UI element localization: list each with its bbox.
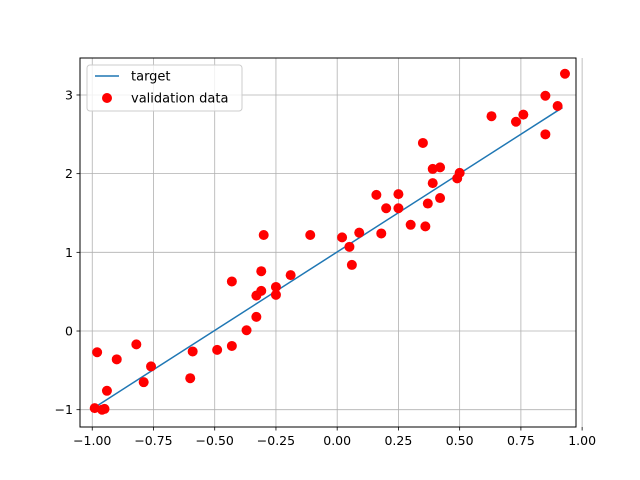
validation-point	[435, 162, 446, 173]
validation-point	[435, 193, 446, 204]
y-tick-label: 2	[65, 166, 73, 181]
validation-point	[422, 198, 433, 209]
validation-point	[131, 339, 142, 350]
x-tick-label: 0.75	[507, 433, 535, 448]
validation-point	[111, 354, 122, 365]
validation-point	[354, 227, 365, 238]
y-tick-label: 1	[65, 245, 73, 260]
validation-point	[454, 167, 465, 178]
validation-point	[212, 344, 223, 355]
validation-point	[552, 100, 563, 111]
validation-point	[241, 325, 252, 336]
x-tick-label: −0.50	[196, 433, 234, 448]
validation-point	[518, 109, 529, 120]
validation-point	[381, 203, 392, 214]
validation-point	[92, 347, 103, 358]
validation-point	[138, 377, 149, 388]
validation-point	[376, 228, 387, 239]
validation-point	[486, 111, 497, 122]
validation-point	[185, 373, 196, 384]
axis-ticks: −1.00 −0.75 −0.50 −0.25 0.00 0.25 0.50 0.75 1.00…	[55, 87, 597, 448]
validation-point	[427, 178, 438, 189]
validation-point	[285, 270, 296, 281]
legend-box	[86, 64, 243, 112]
legend-target-label: target	[131, 70, 171, 85]
y-tick-label: 0	[65, 324, 73, 339]
validation-point	[510, 116, 521, 127]
x-tick-label: 0.00	[323, 433, 351, 448]
validation-point	[258, 230, 269, 241]
validation-point	[99, 403, 110, 414]
validation-point	[226, 276, 237, 287]
x-tick-label: 1.00	[568, 433, 596, 448]
validation-point	[305, 230, 316, 241]
validation-point	[420, 221, 431, 232]
validation-point	[251, 311, 262, 322]
validation-point	[417, 137, 428, 148]
validation-point	[346, 259, 357, 270]
plot-frame	[79, 57, 577, 428]
validation-point	[405, 219, 416, 230]
validation-series	[89, 68, 570, 415]
target-series	[94, 106, 563, 408]
x-tick-label: −1.00	[73, 433, 111, 448]
target-line	[94, 106, 563, 408]
validation-point	[270, 281, 281, 292]
x-tick-label: 0.25	[384, 433, 412, 448]
x-tick-label: −0.75	[134, 433, 172, 448]
validation-point	[559, 68, 570, 79]
legend-validation-swatch	[102, 93, 112, 103]
validation-point	[256, 266, 267, 277]
validation-point	[270, 289, 281, 300]
legend: target validation data	[86, 64, 243, 112]
x-tick-label: 0.50	[446, 433, 474, 448]
validation-point	[256, 285, 267, 296]
grid	[80, 58, 583, 427]
validation-point	[337, 232, 348, 243]
validation-point	[101, 385, 112, 396]
validation-point	[146, 361, 157, 372]
y-tick-label: −1	[55, 402, 73, 417]
validation-point	[540, 90, 551, 101]
legend-validation-label: validation data	[131, 92, 228, 107]
validation-point	[344, 241, 355, 252]
x-tick-label: −0.25	[257, 433, 295, 448]
validation-point	[393, 189, 404, 200]
validation-point	[187, 346, 198, 357]
validation-point	[540, 129, 551, 140]
validation-point	[226, 340, 237, 351]
validation-point	[393, 203, 404, 214]
y-tick-label: 3	[65, 87, 73, 102]
validation-point	[371, 189, 382, 200]
